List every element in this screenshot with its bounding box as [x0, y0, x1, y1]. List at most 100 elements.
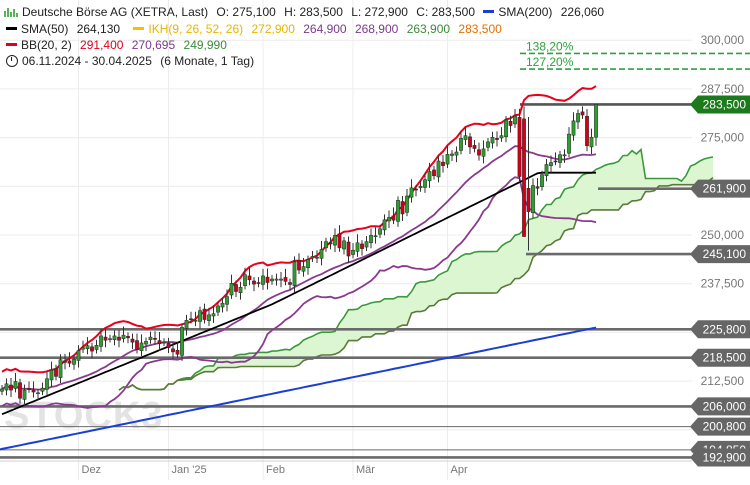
ikh-value: 264,900 — [303, 22, 347, 36]
candle-body — [139, 342, 144, 351]
candle-body — [49, 369, 54, 381]
candle-body — [22, 389, 27, 400]
candle-body — [207, 314, 211, 321]
candle-body — [549, 162, 553, 166]
candle-body — [256, 282, 261, 284]
candle-body — [27, 388, 31, 390]
level-tag-shape — [690, 320, 750, 339]
candle-body — [342, 240, 346, 250]
level-tag-label: 218,500 — [703, 351, 747, 365]
candle-body — [567, 133, 571, 154]
candle-body — [571, 120, 576, 136]
candle-body — [337, 233, 342, 249]
y-tick-label: 275,000 — [701, 131, 745, 145]
ikh-label: IKH(9, 26, 52, 26) — [148, 22, 244, 36]
sma50-label: SMA(50) — [21, 22, 69, 36]
candle-body — [423, 179, 427, 188]
candle-body — [45, 378, 49, 390]
candle-body — [144, 341, 148, 345]
legend-sma50[interactable]: SMA(50) 264,130 — [6, 22, 125, 36]
x-tick-label: Jan '25 — [172, 464, 207, 476]
fibonacci-levels: 161,80%138,20%127,20% — [520, 39, 750, 70]
ikh-value: 263,900 — [406, 22, 451, 36]
candle-body — [522, 118, 526, 237]
candle-body — [454, 151, 459, 156]
candle-body — [153, 337, 157, 340]
candle-body — [373, 235, 378, 238]
candle-body — [121, 334, 126, 339]
level-tag: 261,900 — [690, 179, 750, 198]
y-tick-label: 287,500 — [701, 82, 745, 96]
candle-body — [58, 359, 63, 378]
level-tag-shape — [690, 348, 750, 367]
sma50-value: 264,130 — [76, 22, 121, 36]
candle-body — [418, 186, 423, 189]
candle-body — [274, 278, 279, 281]
candle-body — [517, 117, 522, 177]
level-tag: 192,900 — [690, 448, 750, 467]
sma200-swatch-icon — [483, 10, 495, 14]
candle-body — [180, 327, 184, 356]
candle-body — [414, 188, 418, 191]
candle-body — [108, 338, 112, 340]
candle-body — [283, 277, 288, 282]
bb-value: 249,990 — [183, 38, 227, 52]
candle-body — [351, 249, 355, 255]
level-tag-shape — [690, 245, 750, 264]
candle-body — [189, 318, 193, 321]
candle-body — [396, 200, 400, 222]
moving-averages — [0, 171, 597, 451]
candle-body — [202, 308, 207, 320]
bb-middle-line — [1, 145, 597, 391]
sma50-line — [1, 171, 596, 416]
candle-body — [328, 242, 333, 245]
candle-body — [405, 195, 409, 213]
candle-body — [117, 336, 121, 341]
y-tick-label: 237,500 — [701, 277, 745, 291]
chart-type-icon[interactable] — [4, 6, 18, 18]
candle-body — [54, 368, 58, 377]
candle-body — [310, 256, 315, 259]
candle-body — [157, 340, 162, 344]
x-tick-label: Feb — [266, 464, 285, 476]
level-tag-label: 245,100 — [703, 247, 747, 261]
level-tag-label: 206,000 — [703, 399, 747, 413]
level-tag-label: 225,800 — [703, 322, 747, 336]
legend-bb-row: BB(20, 2) 291,400 270,695 249,990 — [6, 37, 237, 53]
candle-body — [216, 305, 220, 313]
level-tag-shape — [690, 95, 750, 114]
candle-body — [220, 302, 225, 308]
candle-body — [315, 256, 319, 259]
candle-body — [243, 274, 247, 286]
level-tag: 225,800 — [690, 320, 750, 339]
legend-sma200[interactable]: SMA(200) 226,060 — [483, 5, 609, 19]
candle-body — [495, 138, 499, 140]
candle-body — [148, 336, 153, 341]
legend-ikh[interactable]: IKH(9, 26, 52, 26) 272,900 264,900 268,9… — [133, 22, 506, 36]
grid-lines — [0, 0, 692, 480]
candle-body — [135, 340, 139, 350]
level-tag: 245,100 — [690, 245, 750, 264]
candle-body — [261, 275, 265, 285]
candle-body — [279, 278, 283, 281]
candle-body — [333, 235, 337, 246]
candle-body — [589, 136, 594, 148]
legend-bb[interactable]: BB(20, 2) 291,400 270,695 249,990 — [6, 38, 232, 52]
candle-body — [238, 286, 243, 293]
candle-body — [72, 359, 76, 365]
candle-body — [450, 153, 454, 156]
candle-body — [36, 392, 40, 395]
candle-body — [126, 336, 130, 339]
level-tag-label: 261,900 — [703, 182, 747, 196]
x-tick-label: Apr — [451, 464, 468, 476]
candle-body — [400, 201, 405, 215]
sma200-line — [0, 326, 597, 451]
level-tag-label: 192,900 — [703, 450, 747, 464]
ikh-swatch-icon — [133, 27, 145, 31]
candle-body — [576, 113, 580, 123]
candlesticks — [0, 104, 598, 407]
candle-body — [225, 296, 229, 305]
x-tick-label: Dez — [82, 464, 102, 476]
